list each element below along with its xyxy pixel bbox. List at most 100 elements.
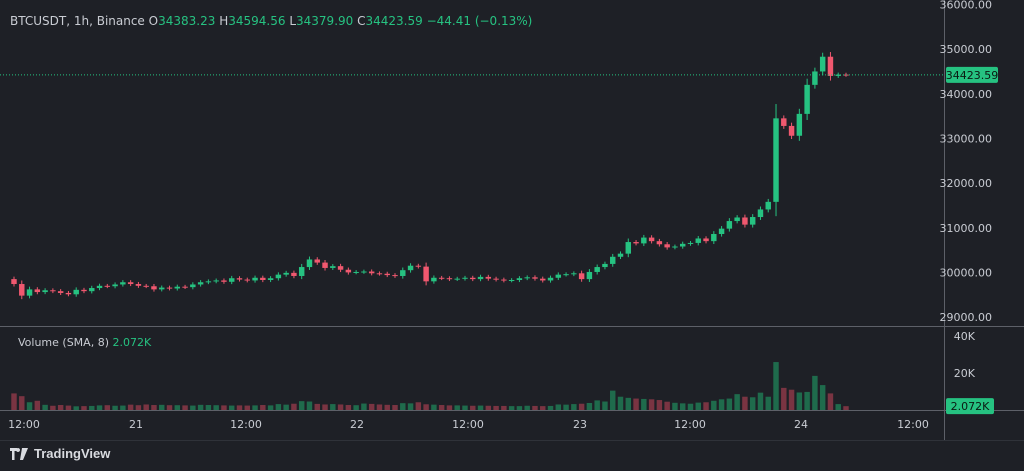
volume-bar[interactable] [431,404,437,410]
candle-body[interactable] [291,272,297,276]
candle-body[interactable] [267,278,274,281]
candle-body[interactable] [213,280,219,282]
candle-body[interactable] [454,278,460,280]
candle-body[interactable] [773,118,779,202]
candle-body[interactable] [462,277,468,279]
candle-body[interactable] [765,201,771,210]
volume-bar[interactable] [711,400,717,410]
candle-body[interactable] [602,263,608,268]
candle-body[interactable] [182,286,188,288]
volume-bar[interactable] [384,404,390,410]
candle-body[interactable] [835,74,841,76]
volume-bar[interactable] [438,405,445,410]
volume-bar[interactable] [547,405,554,410]
candle-body[interactable] [493,278,499,280]
candle-body[interactable] [26,289,33,296]
volume-bar[interactable] [687,403,694,410]
candle-body[interactable] [633,242,639,244]
candle-body[interactable] [205,281,212,283]
volume-bar[interactable] [345,405,352,410]
candle-body[interactable] [50,290,56,292]
volume-bar[interactable] [221,405,227,410]
candle-body[interactable] [516,278,523,281]
candle-body[interactable] [104,285,111,287]
volume-bar[interactable] [65,405,72,410]
candle-body[interactable] [431,277,437,282]
volume-bar[interactable] [812,375,818,410]
candle-body[interactable] [275,274,282,279]
candle-body[interactable] [446,278,453,280]
candle-body[interactable] [143,285,149,287]
volume-bar[interactable] [112,405,118,410]
volume-bar[interactable] [843,406,849,410]
volume-bar[interactable] [353,405,359,410]
volume-bar[interactable] [407,403,414,410]
volume-bar[interactable] [734,394,740,410]
volume-bar[interactable] [578,403,585,410]
volume-bar[interactable] [765,396,771,410]
candle-body[interactable] [578,273,585,280]
candle-body[interactable] [112,284,118,287]
candle-body[interactable] [610,256,616,264]
volume-bar[interactable] [50,405,56,410]
volume-bar[interactable] [423,404,429,410]
candle-body[interactable] [804,84,810,114]
volume-bar[interactable] [298,401,305,410]
candle-body[interactable] [679,243,686,247]
candle-body[interactable] [742,217,748,225]
candle-body[interactable] [641,237,647,244]
volume-bar[interactable] [586,402,593,410]
volume-bar[interactable] [610,390,616,410]
volume-bar[interactable] [57,405,64,410]
volume-bar[interactable] [166,405,173,410]
candle-body[interactable] [151,286,157,290]
candle-body[interactable] [540,278,546,281]
candle-body[interactable] [120,282,126,285]
volume-bar[interactable] [236,405,243,410]
candle-body[interactable] [392,275,398,277]
candle-body[interactable] [190,284,196,288]
candle-body[interactable] [757,209,764,218]
volume-bar[interactable] [602,401,608,410]
candle-body[interactable] [252,277,258,281]
volume-bar[interactable] [470,405,476,410]
volume-bar[interactable] [252,405,258,410]
volume-bar[interactable] [337,404,344,410]
volume-bar[interactable] [205,405,212,410]
volume-bar[interactable] [648,399,655,410]
volume-bar[interactable] [508,406,515,410]
candle-body[interactable] [617,253,624,257]
candle-body[interactable] [812,71,818,85]
volume-bar[interactable] [446,405,453,410]
volume-bar[interactable] [493,405,499,410]
candle-body[interactable] [501,279,507,281]
volume-bar[interactable] [81,406,87,410]
candle-body[interactable] [796,113,803,136]
candle-body[interactable] [524,277,530,279]
candle-body[interactable] [423,266,429,282]
volume-bar[interactable] [275,404,282,410]
candle-body[interactable] [174,286,181,289]
volume-bar[interactable] [773,362,779,410]
volume-bar[interactable] [742,396,748,410]
volume-bar[interactable] [104,405,111,410]
volume-bar[interactable] [291,403,297,410]
volume-bar[interactable] [400,403,406,410]
volume-bar[interactable] [781,387,787,410]
candle-body[interactable] [400,270,406,276]
volume-bar[interactable] [182,405,188,410]
volume-bar[interactable] [501,405,507,410]
volume-bar[interactable] [190,405,196,410]
candle-body[interactable] [672,246,678,248]
volume-bar[interactable] [532,405,538,410]
candle-body[interactable] [788,125,795,136]
candle-body[interactable] [368,271,375,274]
candle-body[interactable] [477,276,484,280]
candle-body[interactable] [827,56,834,76]
candle-body[interactable] [563,274,569,276]
volume-bar[interactable] [260,405,266,410]
volume-bar[interactable] [571,404,577,410]
candle-body[interactable] [345,269,352,273]
candle-body[interactable] [594,267,600,272]
candle-body[interactable] [664,244,670,248]
